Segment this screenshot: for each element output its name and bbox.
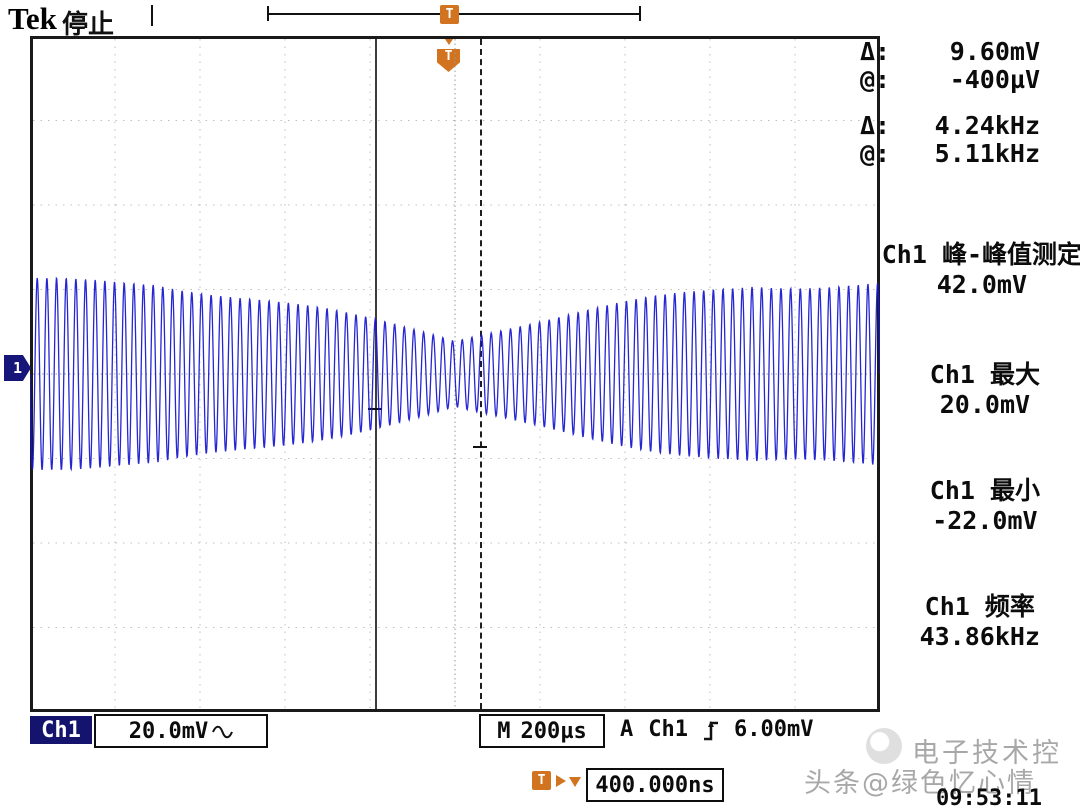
header-divider [151,5,153,26]
measurement-label: Ch1 最大 [929,360,1040,389]
delay-value: 400.000ns [595,772,715,798]
channel1-badge-label: Ch1 [41,717,81,743]
trigger-position-arrow-icon [443,36,455,45]
measurement-value: 42.0mV [936,270,1028,299]
watermark-line1: 电子技术控 [912,738,1062,769]
cursor-at-frequency: @: 5.11kHz [860,140,1040,168]
clock: 09:53:11 [936,786,1042,810]
readout-value: 9.60mV [949,37,1040,66]
readout-label: Δ: [860,37,891,66]
measurement-pkpk: Ch1 峰-峰值测定 42.0mV [882,240,1080,300]
tek-logo: Tek [8,1,57,36]
delay-value-box: 400.000ns [586,768,724,802]
cursor-a-line[interactable] [375,39,377,709]
readout-value: -400µV [949,65,1040,94]
trigger-source: Ch1 [648,717,688,742]
cursor-at-voltage: @: -400µV [860,66,1040,94]
watermark-line2: 头条@绿色忆心情 [804,768,1036,799]
cursor-delta-voltage: Δ: 9.60mV [860,38,1040,66]
delay-arrow-right-icon [556,775,566,787]
graticule-grid [30,36,880,712]
cursor-a-tick [368,408,382,410]
trigger-readout: A Ch1 6.00mV [620,717,813,742]
timebase-value: 200µs [520,718,587,744]
channel1-badge: Ch1 [30,716,92,744]
measurement-min: Ch1 最小 -22.0mV [930,476,1040,536]
readout-value: 4.24kHz [934,111,1040,140]
ch1-waveform [30,276,880,472]
readout-label: @: [860,65,891,94]
position-bar-right-bracket [639,6,641,21]
channel1-scale-box: 20.0mV [94,714,268,748]
cursor-readouts: Δ: 9.60mV @: -400µV Δ: 4.24kHz @: 5.11kH… [860,38,1040,168]
trigger-prefix: A [620,717,634,742]
measurement-value: 20.0mV [939,390,1031,419]
channel1-marker-label: 1 [12,359,23,377]
trigger-marker-letter: T [444,49,453,64]
trigger-flag-letter: T [445,7,454,22]
cursor-b-line[interactable] [480,39,482,709]
ac-coupling-icon [212,725,234,738]
delay-arrow-down-icon [569,777,581,787]
channel1-marker[interactable]: 1 [4,355,31,381]
readout-label: Δ: [860,111,891,140]
trigger-level: 6.00mV [734,717,814,742]
watermark-logo [866,728,902,764]
measurement-label: Ch1 峰-峰值测定 [881,240,1080,269]
readout-label: @: [860,139,891,168]
acquisition-status: 停止 [62,10,115,40]
measurement-label: Ch1 最小 [929,476,1040,505]
measurement-frequency: Ch1 频率 43.86kHz [920,592,1040,652]
trigger-position-flag: T [440,5,459,24]
rising-edge-icon [704,720,718,740]
timebase-box: M 200µs [479,714,605,748]
readout-value: 5.11kHz [934,139,1040,168]
measurement-value: -22.0mV [932,506,1038,535]
measurement-max: Ch1 最大 20.0mV [930,360,1040,420]
delay-flag-letter: T [537,773,546,788]
cursor-delta-frequency: Δ: 4.24kHz [860,112,1040,140]
measurement-label: Ch1 频率 [924,592,1035,621]
position-bar-left-bracket [267,6,269,21]
measurement-value: 43.86kHz [919,622,1040,651]
graticule [30,36,880,712]
timebase-label: M [497,718,511,744]
delay-trigger-flag: T [532,771,551,790]
trigger-position-marker: T [437,49,460,72]
channel1-scale-value: 20.0mV [128,718,209,744]
cursor-b-tick [473,446,487,448]
